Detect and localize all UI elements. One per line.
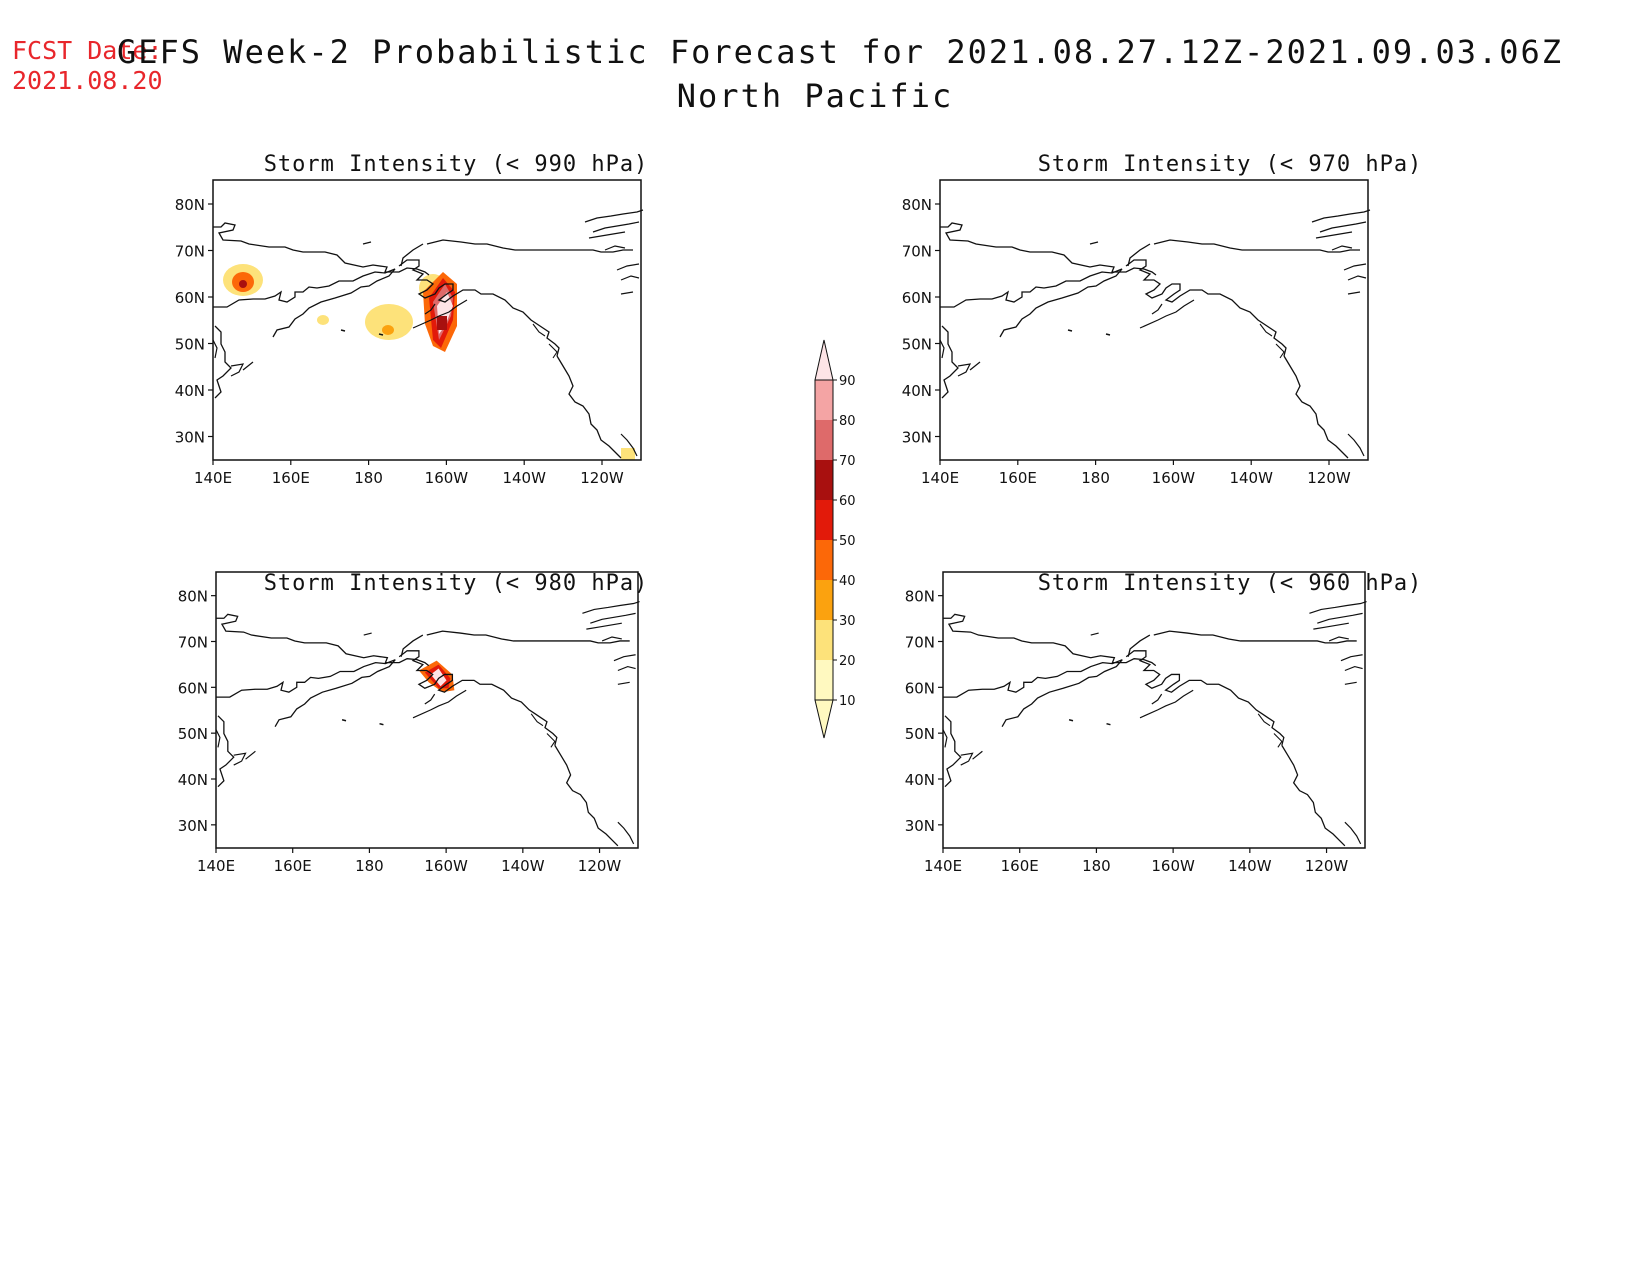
lon-label: 140W <box>502 469 546 487</box>
panel-990-fill <box>212 209 644 460</box>
lon-label: 120W <box>580 469 624 487</box>
lat-label: 80N <box>905 588 935 606</box>
lat-label: 50N <box>905 725 935 743</box>
lat-label: 40N <box>902 382 932 400</box>
panel-title-970: Storm Intensity (< 970 hPa) <box>1037 152 1423 177</box>
lat-label: 70N <box>905 633 935 651</box>
panel-990-map <box>212 179 644 461</box>
colorbar-swatch <box>815 660 833 700</box>
lat-label: 40N <box>175 382 205 400</box>
page-title: GEFS Week-2 Probabilistic Forecast for 2… <box>0 30 1630 118</box>
lon-label: 120W <box>1305 857 1349 875</box>
colorbar-label: 20 <box>839 654 856 669</box>
colorbar-label: 40 <box>839 574 856 589</box>
panel-970-map <box>939 179 1371 461</box>
axis-ticks: 80N 70N 60N 50N 40N 30N 140E 160E 180 160W 140W 120… <box>175 196 1351 875</box>
colorbar-label: 30 <box>839 614 856 629</box>
lon-label: 120W <box>1307 469 1351 487</box>
panel-title-980: Storm Intensity (< 980 hPa) <box>263 571 649 596</box>
colorbar-swatch <box>815 620 833 660</box>
lat-label: 70N <box>902 243 932 261</box>
colorbar-label: 90 <box>839 374 856 389</box>
colorbar-swatch <box>815 540 833 580</box>
lon-label: 140E <box>921 469 959 487</box>
lon-label: 180 <box>1081 469 1110 487</box>
colorbar: 10 20 30 40 50 60 70 80 90 <box>814 339 856 739</box>
lon-label: 140W <box>1229 469 1273 487</box>
colorbar-label: 60 <box>839 494 856 509</box>
fcst-date-label: FCST Date: 2021.08.20 <box>12 36 163 96</box>
lat-label: 30N <box>178 817 208 835</box>
lat-label: 70N <box>175 243 205 261</box>
lat-label: 80N <box>178 588 208 606</box>
colorbar-bottom-triangle <box>814 699 834 739</box>
lon-label: 140E <box>197 857 235 875</box>
lon-label: 180 <box>1082 857 1111 875</box>
lon-label: 140W <box>1228 857 1272 875</box>
panel-980-map <box>215 571 641 849</box>
lat-label: 70N <box>178 633 208 651</box>
colorbar-swatch <box>815 580 833 620</box>
lon-label: 140E <box>924 857 962 875</box>
fcst-label: FCST Date: <box>12 36 163 65</box>
lat-label: 50N <box>902 336 932 354</box>
lat-label: 60N <box>902 289 932 307</box>
colorbar-label: 10 <box>839 694 856 709</box>
colorbar-top-triangle <box>814 339 834 381</box>
lat-label: 30N <box>905 817 935 835</box>
colorbar-label: 50 <box>839 534 856 549</box>
lon-label: 120W <box>578 857 622 875</box>
lat-label: 30N <box>175 429 205 447</box>
panel-960-map <box>942 571 1368 849</box>
lon-label: 160E <box>274 857 312 875</box>
lat-label: 80N <box>902 196 932 214</box>
panel-title-990: Storm Intensity (< 990 hPa) <box>263 152 649 177</box>
lat-label: 50N <box>178 725 208 743</box>
lon-label: 160E <box>1001 857 1039 875</box>
colorbar-swatch <box>815 420 833 460</box>
colorbar-swatch <box>815 460 833 500</box>
lon-label: 160E <box>999 469 1037 487</box>
lat-label: 60N <box>178 679 208 697</box>
lon-label: 160W <box>424 857 468 875</box>
title-line-2: North Pacific <box>676 77 954 115</box>
lat-label: 40N <box>905 771 935 789</box>
lon-label: 160E <box>272 469 310 487</box>
panel-title-960: Storm Intensity (< 960 hPa) <box>1037 571 1423 596</box>
lon-label: 160W <box>1152 469 1196 487</box>
lon-label: 180 <box>354 469 383 487</box>
lat-label: 80N <box>175 196 205 214</box>
lat-label: 50N <box>175 336 205 354</box>
title-line-1: GEFS Week-2 Probabilistic Forecast for 2… <box>116 33 1564 71</box>
lon-label: 160W <box>425 469 469 487</box>
colorbar-label: 70 <box>839 454 856 469</box>
colorbar-swatch <box>815 380 833 420</box>
lat-label: 40N <box>178 771 208 789</box>
lon-label: 140E <box>194 469 232 487</box>
lon-label: 160W <box>1151 857 1195 875</box>
fcst-date: 2021.08.20 <box>12 66 163 95</box>
colorbar-label: 80 <box>839 414 856 429</box>
lon-label: 180 <box>355 857 384 875</box>
lon-label: 140W <box>501 857 545 875</box>
lat-label: 60N <box>175 289 205 307</box>
lat-label: 60N <box>905 679 935 697</box>
lat-label: 30N <box>902 429 932 447</box>
colorbar-swatch <box>815 500 833 540</box>
